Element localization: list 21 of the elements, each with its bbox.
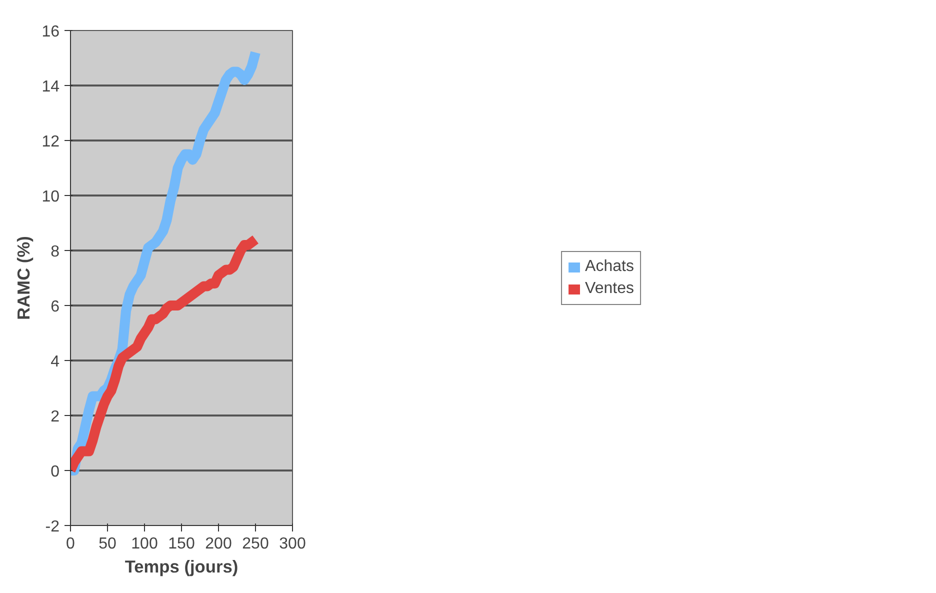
x-tick-label: 250 [242, 536, 269, 552]
y-tick-label: 14 [42, 78, 60, 96]
y-tick-label: 6 [50, 298, 60, 316]
legend-label: Achats [585, 258, 634, 276]
x-tick-label: 200 [205, 536, 232, 552]
y-tick-label: 16 [42, 24, 60, 40]
y-tick-label: 2 [50, 408, 60, 426]
x-tick-label: 100 [131, 536, 158, 552]
x-tick-label: 50 [98, 536, 116, 552]
y-tick-label: 0 [50, 464, 60, 480]
y-tick-label: 4 [50, 354, 60, 370]
y-tick-label: -2 [45, 518, 60, 536]
x-axis-title: Temps (jours) [124, 556, 238, 576]
y-tick-label: 12 [42, 134, 60, 150]
x-tick-label: 150 [168, 536, 195, 552]
x-tick-label: 0 [66, 536, 76, 552]
y-tick-label: 10 [42, 188, 60, 206]
x-tick-label: 300 [279, 536, 306, 552]
legend-label: Ventes [585, 280, 634, 298]
y-axis-title: RAMC (%) [14, 236, 34, 320]
y-tick-label: 8 [50, 244, 60, 260]
